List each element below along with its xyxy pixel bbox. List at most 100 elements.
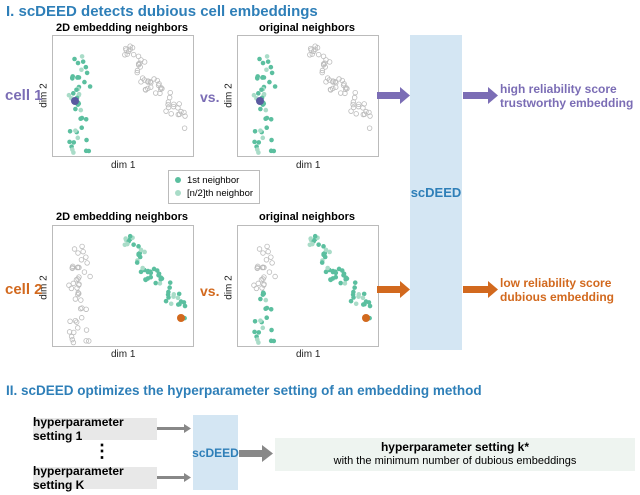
data-point: [309, 51, 315, 57]
data-point: [123, 236, 128, 241]
plot-title: original neighbors: [259, 22, 355, 34]
data-point: [81, 269, 88, 275]
highlighted-cell: [362, 314, 370, 322]
data-point: [268, 254, 274, 260]
data-point: [168, 301, 174, 307]
data-point: [259, 87, 264, 93]
data-point: [156, 272, 161, 278]
arrow-icon: [377, 281, 410, 298]
data-point: [72, 317, 79, 324]
data-point: [83, 116, 89, 122]
data-point: [319, 67, 326, 74]
data-point: [139, 75, 146, 81]
data-point: [255, 337, 260, 342]
data-point: [79, 115, 85, 121]
vs-label: vs.: [200, 89, 220, 105]
data-point: [258, 296, 263, 302]
data-point: [338, 280, 344, 286]
data-point: [333, 274, 339, 280]
data-point: [86, 338, 92, 344]
data-point: [268, 306, 274, 312]
data-point: [268, 338, 274, 344]
highlighted-cell: [71, 97, 79, 105]
data-point: [167, 280, 173, 285]
data-point: [68, 333, 75, 340]
data-point: [74, 285, 80, 291]
output-subtitle: with the minimum number of dubious embed…: [333, 455, 577, 467]
data-point: [328, 277, 333, 282]
data-point: [254, 264, 260, 271]
data-point: [83, 254, 89, 260]
data-point: [171, 101, 177, 108]
data-point: [72, 56, 77, 62]
cell-2-result: low reliability score dubious embedding: [500, 276, 614, 304]
data-point: [83, 327, 90, 333]
x-axis-label: dim 1: [296, 349, 321, 360]
x-axis-label: dim 1: [296, 160, 321, 171]
data-point: [268, 64, 274, 70]
data-point: [84, 260, 90, 266]
data-point: [350, 292, 356, 297]
data-point: [72, 296, 79, 302]
data-point: [69, 75, 75, 80]
ellipsis-vertical: ⋮: [93, 441, 111, 461]
data-point: [325, 265, 330, 271]
data-point: [75, 291, 81, 298]
data-point: [83, 338, 89, 344]
data-point: [70, 339, 77, 346]
data-point: [324, 75, 331, 81]
data-point: [263, 297, 269, 303]
data-point: [264, 125, 270, 131]
data-point: [165, 104, 172, 111]
data-point: [356, 101, 362, 108]
scdeed-box-2: scDEED: [192, 415, 239, 490]
data-point: [83, 148, 89, 154]
data-point: [319, 69, 325, 76]
data-point: [141, 59, 148, 65]
legend-dot-icon: [175, 190, 181, 196]
scatter-original-cell1: [251, 43, 373, 155]
data-point: [260, 325, 266, 331]
data-point: [167, 285, 172, 290]
legend: 1st neighbor [n/2]th neighbor: [168, 170, 261, 204]
output-title: hyperparameter setting k*: [380, 440, 530, 454]
data-point: [252, 318, 258, 324]
data-point: [134, 69, 140, 76]
data-point: [323, 247, 329, 253]
vs-label: vs.: [200, 283, 220, 299]
data-point: [134, 260, 140, 265]
arrow-icon: [377, 87, 410, 104]
data-point: [350, 101, 356, 108]
data-point: [272, 84, 278, 89]
data-point: [307, 45, 314, 52]
arrow-icon: [463, 87, 498, 104]
data-point: [142, 86, 149, 93]
data-point: [258, 277, 265, 283]
data-point: [67, 139, 72, 145]
output-box: hyperparameter setting k* with the minim…: [275, 438, 635, 471]
data-point: [73, 106, 78, 112]
data-point: [366, 125, 373, 131]
hyperparameter-setting-k: hyperparameter setting K: [33, 464, 157, 492]
data-point: [264, 305, 270, 311]
data-point: [321, 244, 326, 249]
data-point: [309, 241, 315, 247]
section-1-title: I. scDEED detects dubious cell embedding…: [6, 3, 318, 20]
data-point: [367, 303, 373, 309]
data-point: [163, 108, 169, 114]
data-point: [319, 260, 325, 265]
data-point: [135, 61, 142, 67]
data-point: [353, 111, 359, 117]
data-point: [130, 51, 137, 58]
data-point: [131, 242, 136, 247]
data-point: [336, 76, 342, 82]
data-point: [76, 290, 82, 297]
data-point: [269, 70, 275, 76]
data-point: [326, 59, 333, 65]
data-point: [69, 336, 76, 343]
data-point: [351, 94, 358, 101]
data-point: [126, 48, 132, 54]
scatter-plot: [237, 35, 379, 157]
data-point: [342, 90, 348, 97]
data-point: [256, 140, 262, 145]
